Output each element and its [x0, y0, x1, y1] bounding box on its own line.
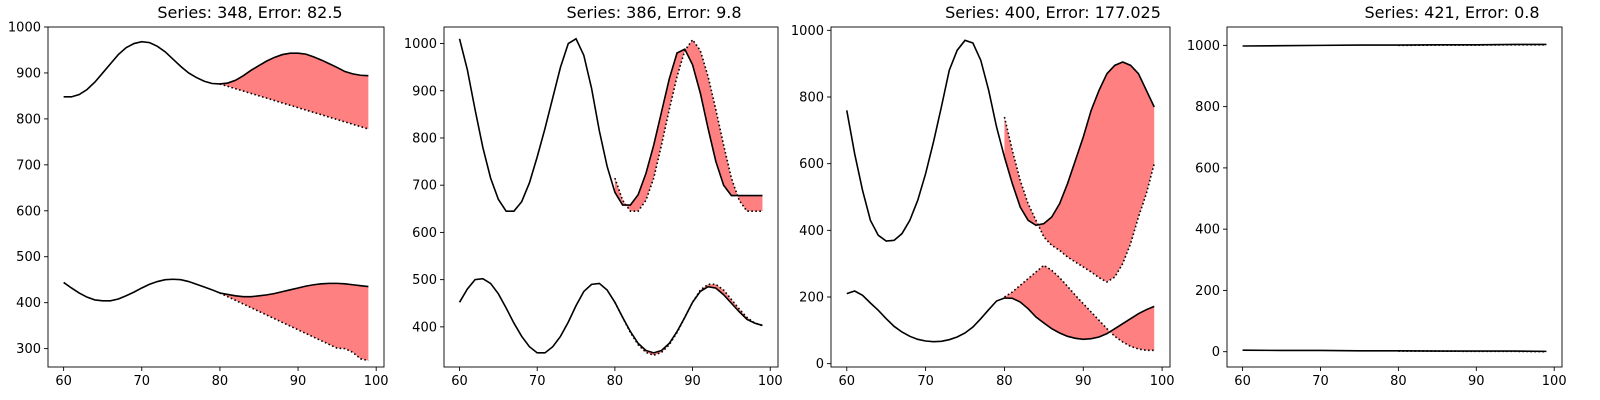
lower-forecast-line	[1004, 264, 1155, 352]
x-tick-label: 90	[1075, 374, 1092, 389]
upper-error-fill	[219, 53, 369, 129]
y-tick-label: 400	[412, 320, 437, 335]
upper-actual-line	[845, 39, 1155, 242]
y-tick-label: 600	[1195, 161, 1220, 176]
subplot-1: Series: 348, Error: 82.5 60 70 80 90 100 300 4…	[8, 3, 389, 389]
y-tick-label: 800	[1195, 100, 1220, 115]
y-tick-label: 200	[1195, 284, 1220, 299]
y-tick-label: 1000	[8, 21, 41, 36]
x-tick-label: 100	[1150, 374, 1175, 389]
lower-actual-line	[458, 277, 763, 354]
y-tick-label: 0	[1212, 345, 1220, 360]
subplot-title: Series: 348, Error: 82.5	[157, 3, 342, 22]
subplot-3: Series: 400, Error: 177.025 60 70 80 90 1000…	[791, 3, 1175, 389]
y-tick-label: 800	[799, 91, 824, 106]
x-tick-label: 80	[607, 374, 624, 389]
y-tick-label: 700	[412, 179, 437, 194]
plot-area	[63, 40, 369, 362]
x-tick-label: 70	[133, 374, 150, 389]
y-tick-label: 1000	[791, 24, 824, 39]
x-tick-label: 80	[996, 374, 1013, 389]
y-tick-label: 400	[1195, 223, 1220, 238]
subplot-2: Series: 386, Error: 9.8 60 70 80 90 100 400 50…	[404, 3, 783, 389]
y-tick-label: 400	[799, 224, 824, 239]
axes-frame	[1226, 26, 1563, 368]
y-tick-label: 200	[799, 291, 824, 306]
upper-forecast-line	[1003, 116, 1156, 283]
x-tick-label: 70	[529, 374, 546, 389]
plot-area	[845, 39, 1156, 352]
subplot-title: Series: 386, Error: 9.8	[566, 3, 741, 22]
upper-actual-line	[458, 37, 763, 212]
lower-actual-line	[846, 290, 1155, 343]
x-tick-label: 60	[838, 374, 855, 389]
y-tick-label: 1000	[404, 37, 437, 52]
y-tick-label: 600	[412, 226, 437, 241]
y-tick-label: 800	[412, 131, 437, 146]
subplot-title: Series: 400, Error: 177.025	[945, 3, 1161, 22]
x-tick-label: 100	[758, 374, 783, 389]
axes-frame	[830, 26, 1171, 368]
upper-error-fill	[1004, 62, 1155, 282]
x-tick-label: 80	[212, 374, 229, 389]
x-tick-label: 100	[364, 374, 389, 389]
y-tick-label: 900	[16, 66, 41, 81]
lower-actual-line	[63, 278, 369, 302]
x-tick-label: 60	[1234, 374, 1251, 389]
subplot-4: Series: 421, Error: 0.8 60 70 80 90 10002004…	[1187, 3, 1567, 389]
lower-actual-line	[1242, 349, 1547, 353]
subplot-title: Series: 421, Error: 0.8	[1364, 3, 1539, 22]
plot-area	[458, 37, 763, 357]
lower-error-fill	[219, 283, 369, 361]
y-tick-label: 300	[16, 342, 41, 357]
axes-frame	[443, 26, 779, 368]
plot-area	[1242, 43, 1547, 353]
y-tick-label: 900	[412, 84, 437, 99]
lower-error-fill	[1004, 265, 1155, 351]
y-tick-label: 0	[816, 357, 824, 372]
y-tick-label: 400	[16, 296, 41, 311]
y-tick-label: 1000	[1187, 39, 1220, 54]
lower-forecast-line	[219, 292, 369, 362]
y-tick-label: 500	[16, 250, 41, 265]
y-tick-label: 500	[412, 273, 437, 288]
y-tick-label: 600	[16, 204, 41, 219]
x-tick-label: 80	[1390, 374, 1407, 389]
upper-actual-line	[63, 40, 369, 98]
x-tick-label: 70	[917, 374, 934, 389]
x-tick-label: 100	[1542, 374, 1567, 389]
y-tick-label: 700	[16, 158, 41, 173]
upper-forecast-line	[219, 83, 369, 130]
x-tick-label: 90	[1468, 374, 1485, 389]
upper-error-fill	[614, 39, 763, 212]
y-tick-label: 800	[16, 112, 41, 127]
x-tick-label: 70	[1312, 374, 1329, 389]
x-tick-label: 60	[451, 374, 468, 389]
y-tick-label: 600	[799, 157, 824, 172]
x-tick-label: 90	[684, 374, 701, 389]
axes-frame	[47, 26, 385, 368]
x-tick-label: 90	[290, 374, 307, 389]
x-tick-label: 60	[55, 374, 72, 389]
